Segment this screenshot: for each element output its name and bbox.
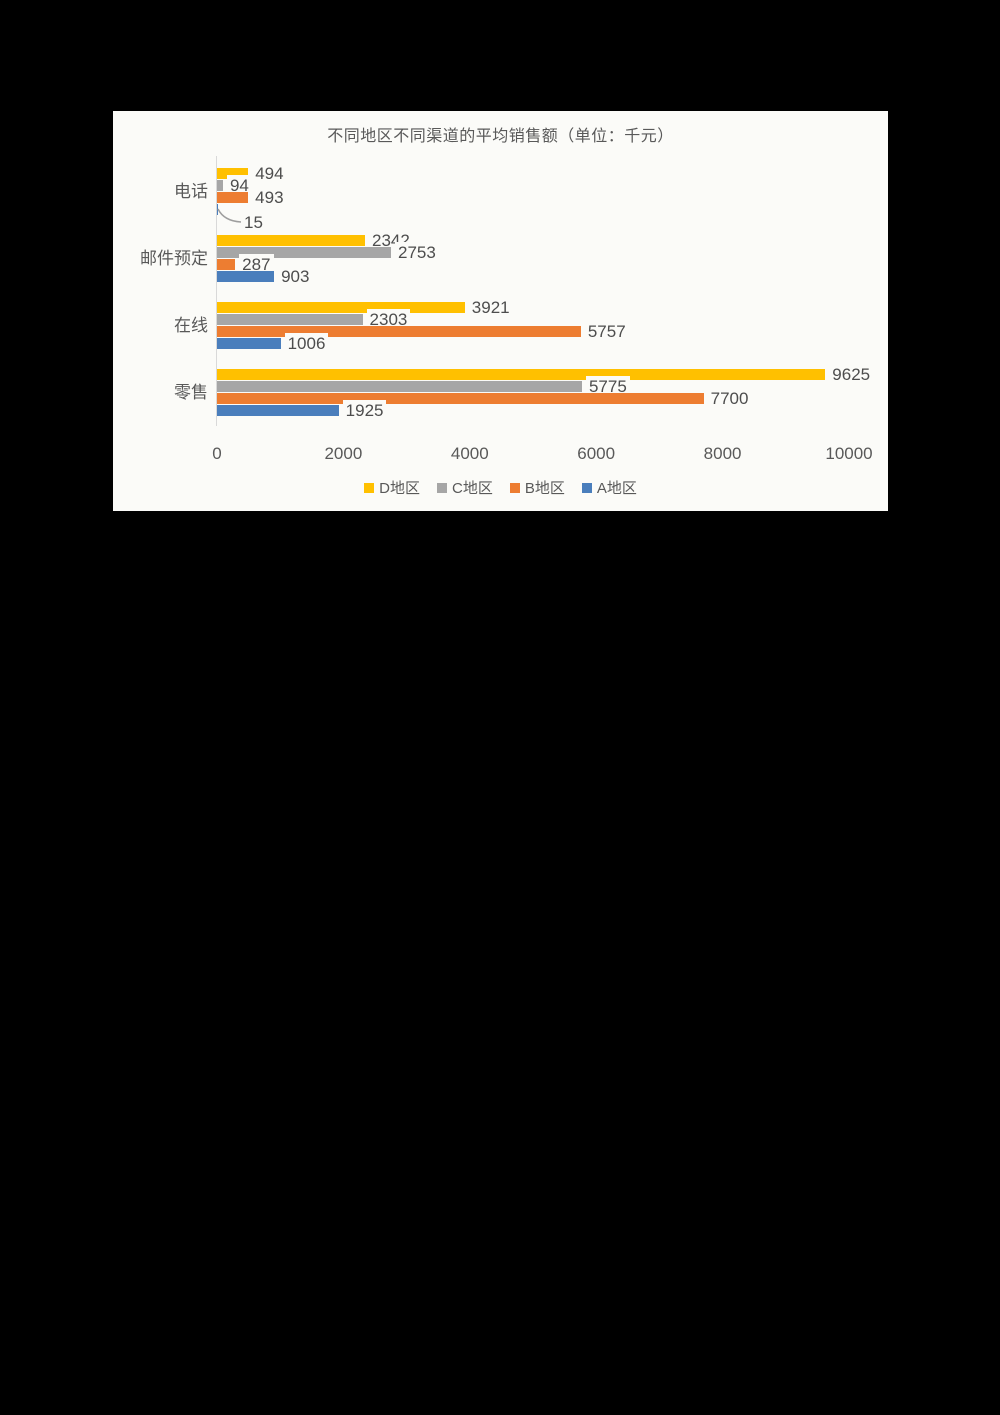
legend-item-B地区: B地区 [509,477,565,498]
data-label-B地区-电话: 493 [252,187,287,208]
x-tick-label-2000: 2000 [324,444,363,463]
bar-D地区-在线 [217,302,465,313]
y-axis-line [216,156,217,426]
data-label-B地区-邮件预定: 287 [239,254,274,275]
legend-swatch-icon [436,482,447,493]
chart-panel: 不同地区不同渠道的平均销售额（单位：千元） 电话 494 94 493 15 邮件预定 23… [113,111,888,511]
data-label-A地区-邮件预定: 903 [278,266,313,287]
legend-swatch-icon [581,482,592,493]
bar-B地区-电话 [217,192,249,203]
data-label-A地区-零售: 1925 [342,400,387,421]
legend-item-C地区: C地区 [436,477,493,498]
bar-B地区-零售 [217,393,704,404]
bar-A地区-零售 [217,405,339,416]
data-label-D地区-零售: 9625 [829,364,874,385]
legend-label: A地区 [596,480,637,497]
data-label-A地区-在线: 1006 [284,333,329,354]
x-tick-label-4000: 4000 [450,444,489,463]
legend: D地区 C地区 B地区 A地区 [113,477,888,498]
data-label-C地区-在线: 2303 [366,309,411,330]
chart-title: 不同地区不同渠道的平均销售额（单位：千元） [327,128,674,145]
x-tick-label-10000: 10000 [825,444,873,463]
legend-label: B地区 [524,480,565,497]
category-label-1: 电话 [174,181,208,201]
data-label-A地区-电话: 15 [241,211,266,233]
data-label-D地区-电话: 494 [252,163,287,184]
data-label-B地区-在线: 5757 [584,321,629,342]
legend-item-A地区: A地区 [581,477,637,498]
x-tick-label-0: 0 [212,444,222,463]
x-tick-label-8000: 8000 [703,444,742,463]
category-label-3: 在线 [174,315,208,335]
bar-C地区-在线 [217,314,363,325]
legend-label: D地区 [379,480,420,497]
bar-D地区-零售 [217,369,826,380]
legend-item-D地区: D地区 [364,477,420,498]
bar-C地区-邮件预定 [217,247,391,258]
bar-A地区-邮件预定 [217,271,275,282]
leader-line-A地区-电话 [217,208,242,223]
bar-C地区-电话 [217,180,223,191]
bar-A地区-在线 [217,338,281,349]
chart-area: 电话 494 94 493 15 邮件预定 2342 2753 287 903 在线 3921 2303… [113,111,888,511]
category-label-4: 零售 [174,382,208,402]
legend-swatch-icon [509,482,520,493]
legend-swatch-icon [364,482,375,493]
legend-label: C地区 [451,480,493,497]
bar-B地区-在线 [217,326,581,337]
bar-B地区-邮件预定 [217,259,236,270]
bar-D地区-电话 [217,168,249,179]
data-label-C地区-邮件预定: 2753 [394,242,439,263]
data-label-D地区-在线: 3921 [468,297,513,318]
data-label-C地区-电话: 94 [226,175,252,196]
x-tick-label-6000: 6000 [577,444,616,463]
bar-D地区-邮件预定 [217,235,365,246]
bar-C地区-零售 [217,381,582,392]
data-label-B地区-零售: 7700 [707,388,752,409]
bar-A地区-电话 [217,204,218,215]
data-label-C地区-零售: 5775 [585,376,630,397]
category-label-2: 邮件预定 [140,248,208,268]
